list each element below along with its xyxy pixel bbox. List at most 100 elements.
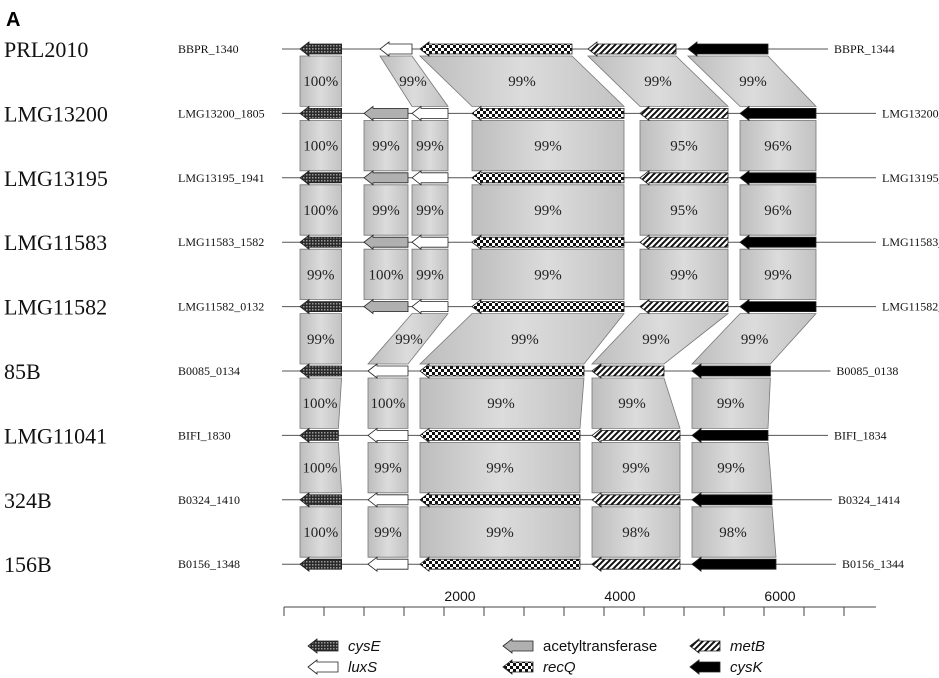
gene-arrow-cysK xyxy=(739,234,817,251)
identity-percent: 99% xyxy=(416,267,444,283)
identity-block-cysE xyxy=(299,184,342,236)
gene-arrow-recQ xyxy=(471,234,625,251)
identity-percent: 100% xyxy=(303,139,338,155)
identity-block-luxS xyxy=(411,248,449,300)
identity-block-luxS xyxy=(411,120,449,172)
legend-label-luxS: luxS xyxy=(348,659,377,676)
gene-arrow-luxS xyxy=(411,234,449,251)
identity-block-cysE xyxy=(299,442,343,494)
identity-block-metB xyxy=(591,506,681,558)
identity-block-metB xyxy=(639,248,729,300)
gene-arrow-acetyl xyxy=(363,169,409,186)
legend-label-metB: metB xyxy=(730,638,765,655)
identity-block-cysK xyxy=(739,248,817,300)
strain-track-LMG13195: LMG13195 LMG13195_1941 LMG13195_1946 xyxy=(4,166,939,191)
left-locus-tag: LMG13200_1805 xyxy=(178,106,265,120)
identity-block-recQ xyxy=(419,377,585,429)
identity-percent: 100% xyxy=(303,396,338,412)
gene-arrow-luxS xyxy=(367,363,409,379)
gene-arrow-metB xyxy=(591,491,681,508)
identity-block-luxS xyxy=(367,313,449,365)
gene-arrow-cysK xyxy=(691,491,773,508)
identity-block-luxS xyxy=(379,55,449,107)
identity-percent: 99% xyxy=(622,461,650,477)
identity-block-luxS xyxy=(367,377,409,429)
gene-arrow-recQ xyxy=(471,105,625,122)
gene-arrow-luxS xyxy=(411,169,449,186)
scale-axis: 2000 4000 6000 xyxy=(283,588,876,616)
identity-percent: 99% xyxy=(416,203,444,219)
identity-percent: 99% xyxy=(399,74,427,90)
identity-block-cysE xyxy=(299,248,342,300)
gene-legend: cysE luxS acetyltransferase recQ metB cysK xyxy=(307,638,765,676)
gene-arrow-cysE xyxy=(299,169,342,186)
identity-block-cysE xyxy=(299,377,343,429)
identity-block-recQ xyxy=(419,55,625,107)
gene-arrow-cysK xyxy=(691,556,777,573)
gene-arrow-cysK xyxy=(691,363,771,379)
identity-block-luxS xyxy=(367,506,409,558)
gene-arrow-metB xyxy=(587,41,677,57)
identity-percent: 99% xyxy=(534,267,562,283)
identity-percent: 99% xyxy=(618,396,646,412)
identity-block-luxS xyxy=(411,184,449,236)
identity-block-acetyl xyxy=(363,120,409,172)
left-locus-tag: BBPR_1340 xyxy=(178,42,239,56)
gene-arrow-metB xyxy=(591,427,681,444)
identity-percent: 99% xyxy=(717,461,745,477)
legend-swatch-luxS xyxy=(307,659,339,675)
panel-label: A xyxy=(6,9,20,31)
identity-percent: 100% xyxy=(303,74,338,90)
gene-arrow-cysK xyxy=(739,105,817,122)
legend-swatch-acetyl xyxy=(502,638,534,654)
right-locus-tag: B0156_1344 xyxy=(842,557,904,571)
gene-arrow-cysE xyxy=(299,105,342,122)
gene-arrow-cysE xyxy=(299,234,342,251)
legend-swatch-cysK xyxy=(689,659,721,675)
identity-percent: 99% xyxy=(395,332,423,348)
gene-arrow-cysE xyxy=(299,491,342,508)
strain-track-LMG11583: LMG11583 LMG11583_1582 LMG11583_1587 xyxy=(4,230,939,255)
strain-name: LMG13195 xyxy=(4,166,108,191)
identity-block-recQ xyxy=(471,120,625,172)
identity-percent: 100% xyxy=(371,396,406,412)
identity-block-cysE xyxy=(299,120,342,172)
identity-percent: 99% xyxy=(486,461,514,477)
gene-arrow-recQ xyxy=(419,556,581,573)
identity-block-cysK xyxy=(691,506,777,558)
gene-arrow-metB xyxy=(639,298,729,315)
right-locus-tag: LMG11582_0137 xyxy=(882,300,939,314)
axis-tick-label: 6000 xyxy=(764,588,795,604)
right-locus-tag: LMG11583_1587 xyxy=(882,235,939,249)
left-locus-tag: B0156_1348 xyxy=(178,557,240,571)
identity-block-recQ xyxy=(419,442,581,494)
strain-name: LMG11041 xyxy=(4,423,107,448)
identity-percent: 96% xyxy=(764,139,792,155)
left-locus-tag: BIFI_1830 xyxy=(178,428,231,442)
gene-arrow-cysK xyxy=(691,427,769,444)
identity-block-metB xyxy=(591,442,681,494)
gene-arrow-cysE xyxy=(299,427,339,444)
identity-block-recQ xyxy=(471,184,625,236)
identity-percent: 99% xyxy=(307,267,335,283)
identity-percent: 95% xyxy=(670,139,698,155)
strain-track-LMG13200: LMG13200 LMG13200_1805 LMG13200_1810 xyxy=(4,101,939,126)
identity-percent: 99% xyxy=(416,139,444,155)
identity-percent: 99% xyxy=(534,203,562,219)
identity-block-cysK xyxy=(691,313,817,365)
gene-arrow-recQ xyxy=(471,169,625,186)
gene-arrow-luxS xyxy=(411,298,449,315)
identity-block-cysE xyxy=(299,506,342,558)
legend-label-acetyl: acetyltransferase xyxy=(543,638,657,655)
strain-name: LMG11583 xyxy=(4,230,107,255)
strain-name: LMG13200 xyxy=(4,101,108,126)
gene-arrow-acetyl xyxy=(363,298,409,315)
identity-percent: 99% xyxy=(372,203,400,219)
gene-arrow-cysE xyxy=(299,298,342,315)
legend-swatch-cysE xyxy=(307,638,339,654)
identity-percent: 99% xyxy=(741,332,769,348)
legend-label-cysE: cysE xyxy=(348,638,382,655)
identity-percent: 99% xyxy=(374,525,402,541)
